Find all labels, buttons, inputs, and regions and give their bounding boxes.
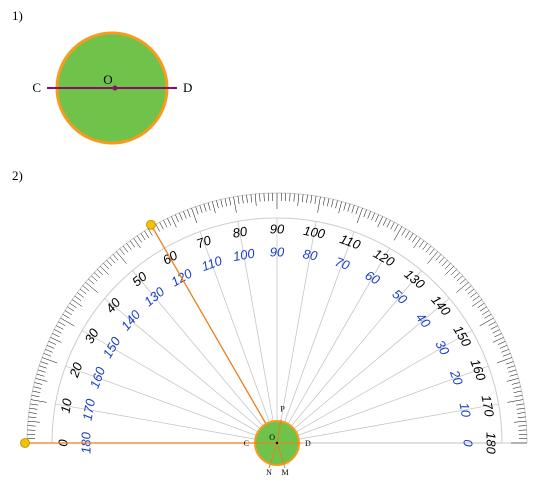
svg-text:130: 130 (401, 266, 428, 292)
svg-text:O: O (103, 72, 112, 87)
svg-text:P: P (280, 404, 285, 413)
circle-diagram-svg: COD (22, 28, 212, 153)
svg-text:90: 90 (270, 221, 285, 236)
svg-text:180: 180 (484, 432, 499, 454)
svg-text:0: 0 (461, 439, 476, 447)
svg-text:90: 90 (270, 244, 285, 259)
svg-text:70: 70 (333, 254, 352, 273)
svg-text:20: 20 (447, 367, 467, 387)
svg-text:140: 140 (118, 306, 144, 333)
svg-text:O: O (269, 433, 275, 442)
question-2-label: 2) (12, 168, 542, 184)
svg-text:80: 80 (231, 223, 249, 240)
svg-text:160: 160 (467, 357, 489, 383)
svg-text:60: 60 (363, 267, 384, 288)
svg-text:50: 50 (389, 286, 410, 307)
svg-text:20: 20 (66, 360, 86, 380)
svg-text:10: 10 (58, 397, 75, 415)
svg-text:110: 110 (338, 231, 363, 252)
svg-text:150: 150 (100, 334, 124, 361)
figure-2: 0102030405060708090100110120130140150160… (12, 192, 542, 482)
svg-text:N: N (266, 468, 272, 477)
figure-1: COD (22, 28, 542, 158)
svg-text:160: 160 (87, 364, 109, 390)
svg-text:30: 30 (432, 337, 453, 358)
svg-text:40: 40 (413, 310, 434, 331)
svg-text:120: 120 (371, 246, 398, 270)
svg-text:130: 130 (141, 283, 168, 309)
svg-text:M: M (281, 468, 288, 477)
svg-text:170: 170 (479, 394, 498, 419)
svg-text:100: 100 (302, 223, 327, 242)
svg-text:100: 100 (232, 245, 257, 264)
svg-text:80: 80 (302, 246, 320, 263)
protractor-svg: 0102030405060708090100110120130140150160… (12, 192, 542, 477)
svg-text:150: 150 (450, 323, 474, 350)
question-1-label: 1) (12, 8, 542, 24)
svg-text:C: C (32, 80, 41, 95)
svg-text:70: 70 (194, 232, 213, 251)
svg-text:110: 110 (199, 253, 224, 274)
svg-text:170: 170 (80, 397, 99, 422)
svg-text:10: 10 (457, 401, 474, 419)
svg-text:C: C (244, 439, 249, 448)
svg-text:140: 140 (428, 292, 454, 319)
svg-text:D: D (305, 439, 311, 448)
svg-text:30: 30 (82, 325, 103, 346)
svg-text:D: D (183, 80, 192, 95)
